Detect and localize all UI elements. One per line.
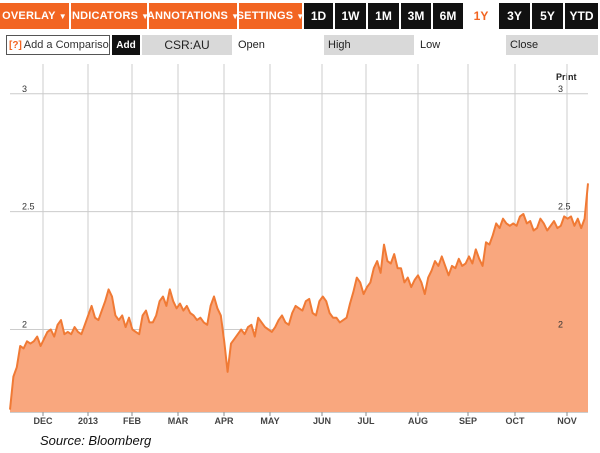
x-tick-label: APR [214,416,234,426]
x-tick-label: DEC [33,416,53,426]
help-icon[interactable]: [?] [9,39,22,51]
x-tick-label: MAR [168,416,189,426]
chart-toolbar: OVERLAY ▼ INDICATORS ▼ ANNOTATIONS ▼ SET… [0,0,600,32]
annotations-menu-label: ANNOTATIONS [146,10,229,22]
y-axis-right-labels: 22.53 [558,84,571,330]
dropdown-arrow-icon: ▼ [231,11,240,21]
x-tick-label: FEB [123,416,142,426]
price-area-fill [10,183,588,412]
high-label: High [324,35,414,55]
y-axis-left-labels: 22.53 [22,84,35,330]
x-tick-label: JUL [357,416,375,426]
range-ytd-button[interactable]: YTD [565,3,598,29]
overlay-menu-button[interactable]: OVERLAY ▼ [0,3,69,29]
settings-menu-button[interactable]: SETTINGS ▼ [236,3,305,29]
dropdown-arrow-icon: ▼ [141,11,150,21]
price-chart: 2 2.5 3 2 2.5 3 DEC 2013 FEB MAR APR MAY JUN JUL AUG SE… [0,58,600,430]
y-tick-label-right: 2.5 [558,202,571,212]
x-tick-label: 2013 [78,416,98,426]
range-5y-button[interactable]: 5Y [532,3,563,29]
indicators-menu-button[interactable]: INDICATORS ▼ [68,3,150,29]
x-axis-labels: DEC 2013 FEB MAR APR MAY JUN JUL AUG SEP OCT NOV [33,416,576,426]
x-tick-label: NOV [557,416,577,426]
ticker-label: CSR:AU [142,35,232,55]
range-1y-button[interactable]: 1Y [465,3,497,29]
open-label: Open [238,39,265,51]
print-link[interactable]: Print [556,72,577,82]
comparison-input[interactable]: [?] Add a Comparison [6,35,110,55]
indicators-menu-label: INDICATORS [68,10,139,22]
y-tick-label-right: 2 [558,320,563,330]
x-tick-label: SEP [459,416,477,426]
range-3m-button[interactable]: 3M [401,3,431,29]
range-1m-button[interactable]: 1M [368,3,399,29]
add-comparison-button[interactable]: Add [112,35,140,55]
settings-menu-label: SETTINGS [236,10,294,22]
x-tick-label: AUG [408,416,428,426]
y-tick-label-right: 3 [558,84,563,94]
range-6m-button[interactable]: 6M [433,3,463,29]
price-line [9,183,589,410]
y-tick-label-left: 2 [22,320,27,330]
comparison-placeholder: Add a Comparison [23,39,110,51]
dropdown-arrow-icon: ▼ [58,11,67,21]
range-1d-button[interactable]: 1D [304,3,333,29]
y-tick-label-left: 2.5 [22,202,35,212]
x-tick-label: OCT [506,416,526,426]
range-1w-button[interactable]: 1W [335,3,366,29]
source-caption: Source: Bloomberg [40,433,152,448]
x-tick-label: MAY [260,416,279,426]
annotations-menu-button[interactable]: ANNOTATIONS ▼ [146,3,240,29]
low-label: Low [420,39,441,51]
y-tick-label-left: 3 [22,84,27,94]
dropdown-arrow-icon: ▼ [296,11,305,21]
close-label: Close [506,35,598,55]
x-tick-label: JUN [313,416,331,426]
range-3y-button[interactable]: 3Y [499,3,530,29]
overlay-menu-label: OVERLAY [2,10,56,22]
comparison-row: [?] Add a Comparison Add CSR:AU Open Hig… [0,33,600,57]
